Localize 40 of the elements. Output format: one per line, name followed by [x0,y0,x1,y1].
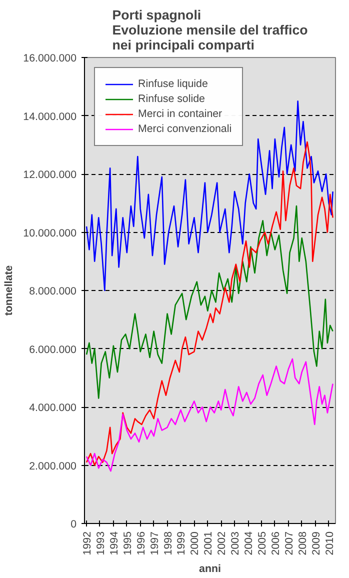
x-tick-label: 1993 [94,531,107,556]
y-tick-label: 8.000.000 [29,286,77,298]
x-tick-label: 2008 [296,531,309,556]
legend-label: Merci in container [138,108,222,120]
x-tick-label: 2004 [243,531,256,556]
y-tick-label: 6.000.000 [29,344,77,356]
y-tick-label: 0 [70,518,77,530]
x-tick-label: 2009 [310,531,322,556]
x-tick-label: 1992 [82,531,94,556]
chart-subtitle: Evoluzione mensile del traffico nei principali comparti [112,22,308,52]
y-tick-label: 16.000.000 [23,52,77,64]
x-tick-label: 1996 [135,531,148,556]
x-tick-label: 1999 [176,531,188,556]
x-tick-label: 1994 [108,531,120,556]
x-tick-label: 1998 [162,531,174,556]
y-axis-title: tonnellate [3,265,16,316]
y-tick-label: 4.000.000 [29,402,77,414]
legend-label: Merci convenzionali [138,123,232,135]
x-tick-label: 1997 [148,531,161,556]
x-tick-label: 2002 [216,531,228,556]
y-tick-label: 12.000.000 [23,169,77,181]
x-tick-label: 2001 [202,531,215,556]
y-tick-label: 14.000.000 [23,110,77,123]
x-tick-label: 2007 [283,531,296,556]
x-tick-label: 2000 [189,531,202,556]
chart-title: Porti spagnoli [112,8,202,22]
line-series [86,100,334,292]
line-series [86,205,334,399]
x-tick-label: 1995 [122,531,134,556]
x-tick-label: 2005 [256,531,268,556]
x-tick-label: 2003 [230,531,242,556]
y-tick-label: 10.000.000 [23,227,77,240]
x-tick-label: 2010 [324,531,336,556]
y-tick-label: 2.000.000 [29,460,77,472]
line-series [86,141,334,466]
line-series [86,358,334,472]
legend-label: Rinfuse solide [138,93,205,105]
x-tick-label: 2006 [270,531,282,556]
legend-label: Rinfuse liquide [138,78,208,90]
x-axis-title: anni [199,563,221,576]
